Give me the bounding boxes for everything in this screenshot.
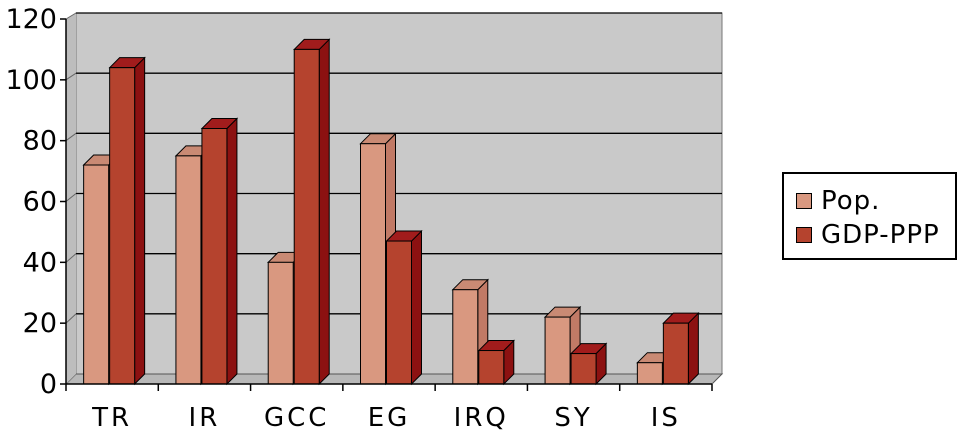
bar-gdp-is	[662, 311, 700, 386]
y-axis: 0 20 40 60 80 100 120	[5, 4, 67, 400]
legend-label-gdp: GDP-PPP	[821, 220, 940, 250]
gridline-depth	[65, 313, 77, 324]
bar-front	[201, 128, 228, 385]
legend: Pop. GDP-PPP	[782, 172, 957, 260]
bar-side	[134, 56, 146, 386]
y-tick-label: 120	[5, 4, 57, 35]
gridline-depth	[65, 72, 77, 81]
bar-front	[386, 240, 412, 385]
plot-side-wall	[66, 13, 76, 384]
bars	[82, 38, 700, 386]
bar-side	[687, 311, 699, 386]
x-tick-label: EG	[368, 403, 411, 432]
bar-gdp-irq	[477, 339, 515, 386]
x-axis: TR IR GCC EG IRQ SY IS	[65, 383, 713, 432]
bar-front	[360, 143, 386, 385]
bar-front	[83, 164, 110, 385]
bar-gdp-gcc	[293, 38, 331, 386]
y-tick-label: 80	[23, 126, 57, 157]
gridline-depth	[65, 193, 77, 202]
gridline-depth	[65, 12, 77, 20]
bar-front	[175, 155, 202, 385]
x-tick-label: GCC	[264, 403, 329, 432]
bar-front	[109, 67, 136, 385]
bar-gdp-ir	[200, 117, 239, 386]
x-tick-label: IRQ	[454, 403, 509, 432]
x-tick-label: IR	[189, 403, 221, 432]
legend-swatch-pop	[796, 193, 812, 209]
bar-front	[452, 289, 479, 385]
bar-side	[226, 117, 238, 386]
bar-gdp-sy	[569, 342, 608, 386]
bar-front	[293, 48, 320, 385]
bar-front	[544, 316, 571, 385]
legend-item-gdp: GDP-PPP	[796, 220, 940, 250]
bar-front	[636, 362, 663, 385]
y-tick-label: 20	[23, 308, 57, 339]
legend-label-pop: Pop.	[821, 186, 881, 216]
bar-gdp-eg	[385, 229, 423, 386]
y-tick-label: 100	[5, 65, 57, 96]
y-tick-label: 0	[40, 369, 57, 400]
bar-front	[267, 261, 294, 385]
legend-swatch-gdp	[796, 227, 812, 243]
bar-side	[411, 229, 422, 386]
bar-side	[318, 38, 330, 386]
x-tick-label: TR	[91, 403, 132, 432]
x-tick-label: SY	[554, 403, 592, 432]
bar-front	[662, 322, 689, 385]
gridline-depth	[65, 132, 77, 142]
bar-front	[570, 353, 597, 385]
legend-item-pop: Pop.	[796, 186, 880, 216]
y-tick-label: 40	[23, 247, 57, 278]
bar-front	[478, 350, 505, 385]
gridline-depth	[65, 253, 77, 263]
bar-gdp-tr	[108, 56, 146, 386]
y-tick-label: 60	[23, 187, 57, 218]
x-tick-label: IS	[651, 403, 681, 432]
